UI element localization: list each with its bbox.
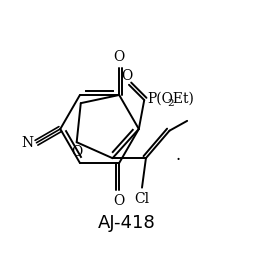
Text: O: O xyxy=(121,69,133,83)
Text: AJ-418: AJ-418 xyxy=(98,214,156,232)
Text: P(OEt): P(OEt) xyxy=(147,92,194,106)
Text: ·: · xyxy=(175,152,181,169)
Text: 2: 2 xyxy=(168,99,174,108)
Text: O: O xyxy=(71,145,82,159)
Text: Cl: Cl xyxy=(134,191,150,206)
Text: N: N xyxy=(21,136,33,150)
Text: O: O xyxy=(114,194,125,208)
Text: O: O xyxy=(114,50,125,64)
